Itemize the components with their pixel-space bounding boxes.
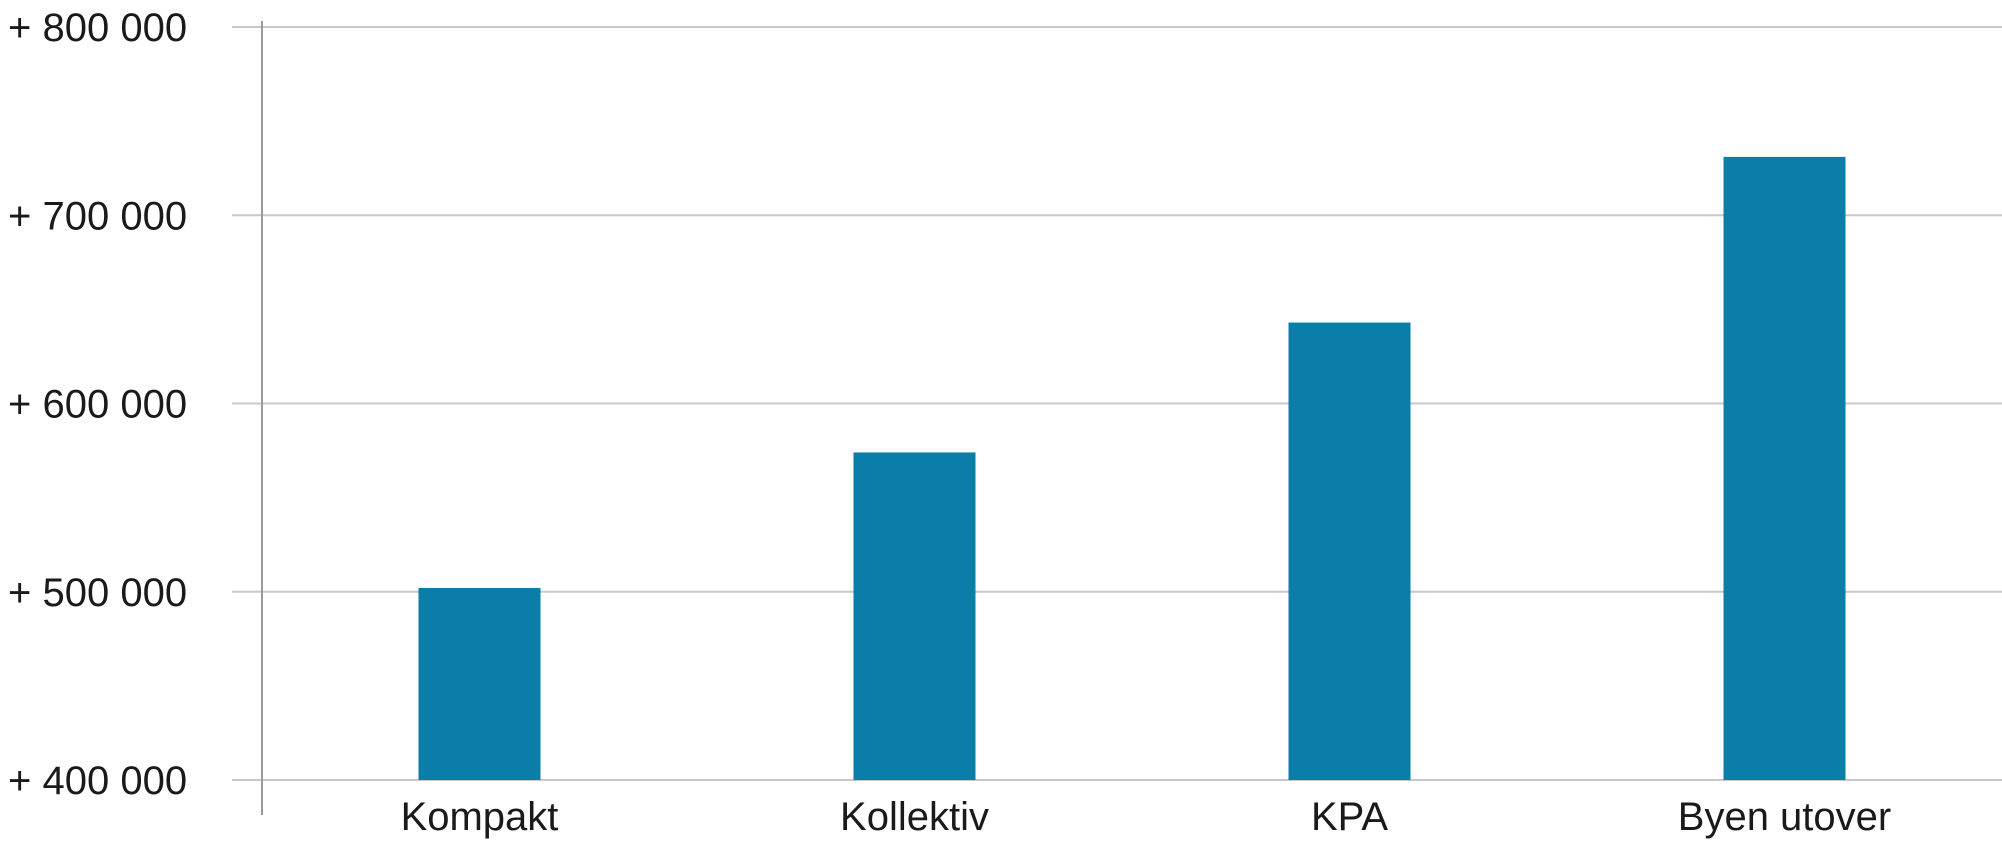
bar <box>1288 322 1411 780</box>
y-tick-label: + 600 000 <box>8 383 187 427</box>
bar <box>1723 156 1846 780</box>
y-tick-label: + 800 000 <box>8 6 187 50</box>
y-tick-label: + 500 000 <box>8 571 187 615</box>
y-tick-label: + 700 000 <box>8 194 187 238</box>
bars <box>418 156 1846 780</box>
x-tick-label: KPA <box>1311 795 1388 839</box>
y-axis-ticks: + 400 000 + 500 000 + 600 000 + 700 000 + 80… <box>8 6 187 803</box>
y-tick-label: + 400 000 <box>8 759 187 803</box>
x-axis-labels: Kompakt Kollektiv KPA Byen utover <box>401 795 1892 839</box>
x-tick-label: Kollektiv <box>840 795 989 839</box>
x-tick-label: Byen utover <box>1678 795 1891 839</box>
bar <box>853 452 976 780</box>
x-tick-label: Kompakt <box>401 795 559 839</box>
bar <box>418 587 541 780</box>
